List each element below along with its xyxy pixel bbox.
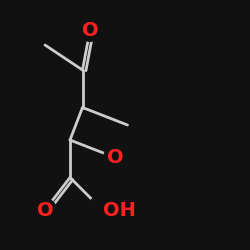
Text: O: O	[107, 148, 123, 167]
Text: O: O	[37, 200, 53, 220]
Text: O: O	[82, 20, 98, 40]
Circle shape	[88, 195, 118, 225]
Text: OH: OH	[102, 200, 136, 220]
Circle shape	[104, 146, 126, 169]
Circle shape	[34, 199, 56, 221]
Circle shape	[79, 19, 101, 41]
